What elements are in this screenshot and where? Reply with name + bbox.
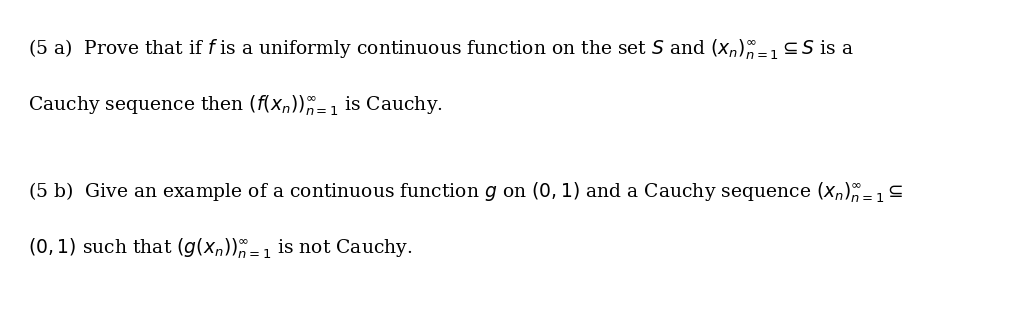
Text: Cauchy sequence then $(f(x_n))_{n=1}^{\infty}$ is Cauchy.: Cauchy sequence then $(f(x_n))_{n=1}^{\i…	[28, 93, 442, 118]
Text: $(0,1)$ such that $(g(x_n))_{n=1}^{\infty}$ is not Cauchy.: $(0,1)$ such that $(g(x_n))_{n=1}^{\inft…	[28, 236, 412, 261]
Text: (5 b)  Give an example of a continuous function $g$ on $(0,1)$ and a Cauchy sequ: (5 b) Give an example of a continuous fu…	[28, 180, 903, 205]
Text: (5 a)  Prove that if $f$ is a uniformly continuous function on the set $S$ and $: (5 a) Prove that if $f$ is a uniformly c…	[28, 37, 853, 62]
